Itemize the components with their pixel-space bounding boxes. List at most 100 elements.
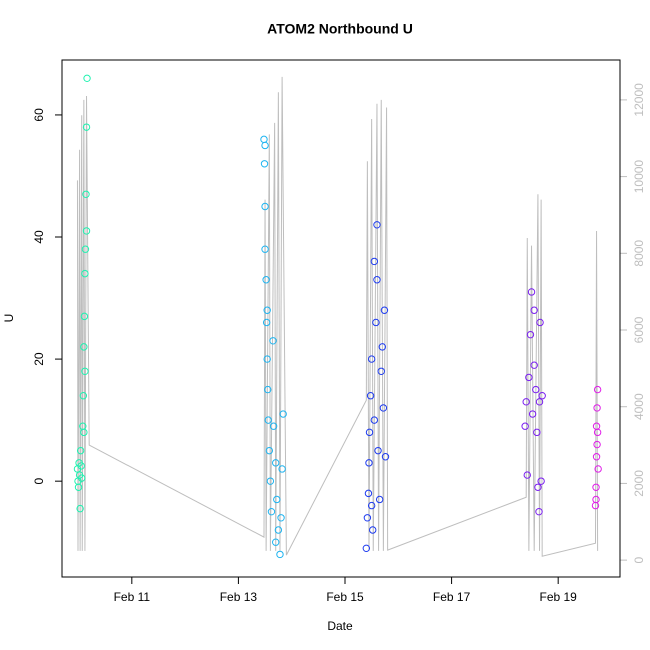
point [378, 343, 387, 351]
point [276, 550, 284, 559]
point [262, 276, 270, 284]
x-axis-label: Date [327, 619, 353, 633]
point [381, 453, 390, 461]
point [374, 446, 382, 455]
y-axis-label: U [2, 314, 16, 323]
point [269, 422, 278, 430]
point [593, 404, 601, 412]
point [377, 367, 385, 375]
point [530, 306, 538, 314]
point [367, 355, 376, 363]
point [538, 392, 546, 400]
point [261, 202, 269, 211]
point [82, 123, 91, 131]
point [274, 526, 283, 534]
point [593, 440, 601, 449]
point [366, 392, 375, 400]
point [265, 446, 274, 455]
x-tick-label: Feb 17 [433, 590, 471, 604]
point [526, 330, 535, 339]
point [78, 474, 86, 482]
point [372, 318, 380, 327]
point [81, 245, 90, 253]
point [80, 343, 88, 351]
point [269, 337, 277, 345]
point [81, 367, 89, 375]
point [273, 495, 281, 504]
point [365, 428, 374, 437]
y2-tick-label: 2000 [632, 470, 646, 497]
point [76, 504, 84, 513]
line-series [76, 76, 599, 557]
point [81, 269, 89, 278]
point [523, 471, 531, 479]
point [528, 410, 537, 418]
point [535, 507, 543, 516]
point [534, 483, 542, 491]
point [370, 257, 379, 266]
point [263, 306, 271, 314]
y-tick-label: 40 [32, 230, 46, 244]
point [260, 160, 269, 168]
point [592, 483, 600, 491]
point [82, 190, 90, 198]
point [535, 398, 544, 406]
x-tick-label: Feb 11 [114, 590, 151, 604]
point [533, 428, 541, 437]
point [82, 227, 91, 235]
point [263, 355, 271, 363]
point [79, 392, 88, 400]
point [76, 446, 85, 455]
point [279, 410, 287, 418]
point [262, 318, 271, 327]
point [592, 495, 600, 504]
point [364, 489, 373, 498]
point [365, 459, 373, 467]
point [80, 428, 88, 437]
point [77, 462, 85, 470]
plot-box [61, 59, 621, 578]
point [278, 465, 286, 473]
y2-tick-label: 10000 [632, 160, 646, 194]
y-tick-label: 20 [32, 352, 46, 366]
x-tick-label: Feb 19 [539, 590, 577, 604]
y2-tick-label: 12000 [632, 83, 646, 117]
point [367, 501, 376, 510]
y2-tick-label: 4000 [632, 393, 646, 420]
point [373, 276, 381, 284]
point [370, 416, 379, 424]
point [594, 465, 602, 473]
point [272, 459, 280, 467]
y2-tick-label: 6000 [632, 316, 646, 343]
point [277, 514, 285, 522]
point [592, 453, 601, 461]
point [261, 141, 269, 150]
point [266, 477, 275, 485]
point [380, 306, 389, 314]
point [74, 483, 83, 491]
point [369, 526, 377, 534]
point [264, 385, 272, 394]
point [272, 538, 280, 546]
point [375, 495, 384, 504]
y-tick-label: 60 [32, 108, 46, 122]
point [261, 245, 269, 253]
point [532, 385, 540, 394]
point [83, 74, 91, 83]
chart-title: ATOM2 Northbound U [267, 21, 413, 37]
point [264, 416, 272, 424]
point [530, 361, 538, 369]
y2-tick-label: 8000 [632, 240, 646, 267]
y2-tick-label: 0 [632, 556, 646, 563]
point [80, 312, 89, 321]
point [373, 221, 381, 229]
point [522, 398, 530, 406]
point [537, 477, 545, 485]
y-tick-label: 0 [32, 478, 46, 485]
point [593, 428, 602, 437]
point [593, 385, 602, 394]
point [525, 373, 533, 382]
point [536, 318, 544, 327]
